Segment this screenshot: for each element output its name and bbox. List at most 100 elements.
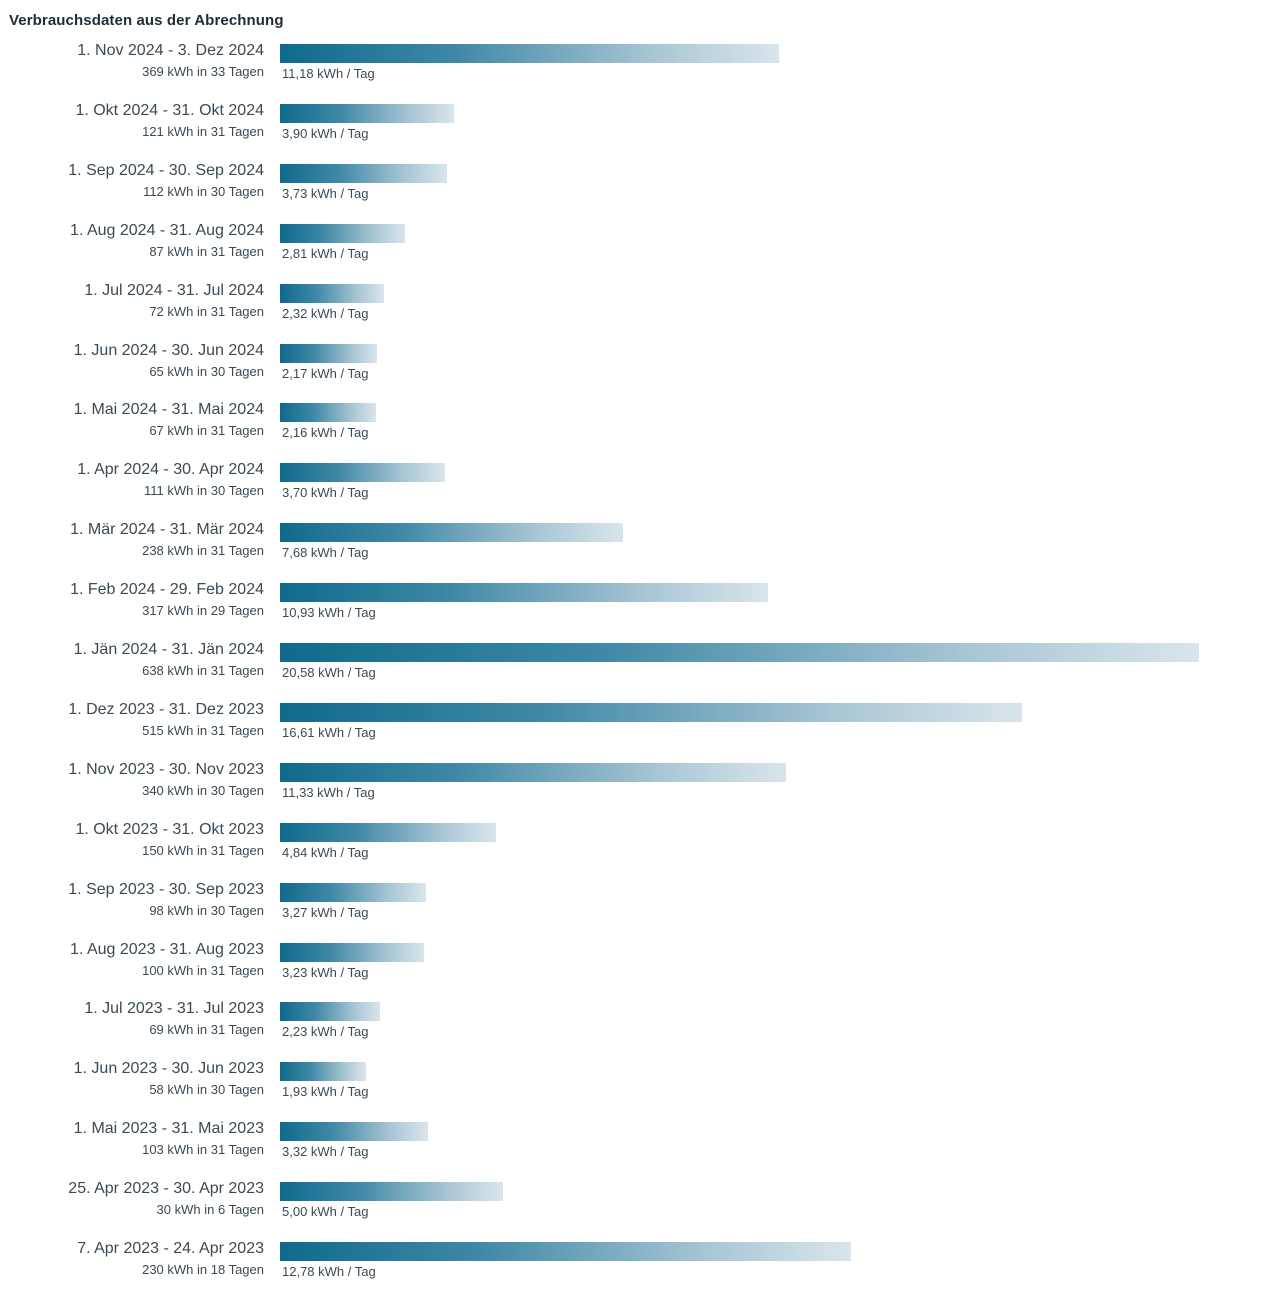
consumption-bar xyxy=(280,942,424,962)
period-label: 1. Jän 2024 - 31. Jän 2024 xyxy=(73,641,264,658)
daily-average-label: 3,73 kWh / Tag xyxy=(282,185,369,201)
total-consumption-label: 638 kWh in 31 Tagen xyxy=(142,663,264,678)
consumption-bar xyxy=(280,343,377,363)
daily-average-label: 5,00 kWh / Tag xyxy=(282,1204,369,1220)
total-consumption-label: 67 kWh in 31 Tagen xyxy=(149,423,264,439)
chart-row: 25. Apr 2023 - 30. Apr 2023 30 kWh in 6 T… xyxy=(0,1180,1280,1230)
period-label: 1. Mai 2024 - 31. Mai 2024 xyxy=(73,401,264,419)
daily-average-label: 10,93 kWh / Tag xyxy=(282,605,376,621)
consumption-bar xyxy=(280,44,779,63)
period-label: 1. Jul 2024 - 31. Jul 2024 xyxy=(84,281,264,299)
daily-average-label: 11,33 kWh / Tag xyxy=(282,784,375,800)
period-label: 25. Apr 2023 - 30. Apr 2023 xyxy=(68,1180,264,1198)
total-consumption-label: 340 kWh in 30 Tagen xyxy=(142,782,264,798)
daily-average-label: 4,84 kWh / Tag xyxy=(282,844,369,860)
consumption-bar xyxy=(280,643,1199,662)
period-label: 1. Sep 2023 - 30. Sep 2023 xyxy=(68,880,264,898)
consumption-bar xyxy=(280,1062,366,1082)
period-label: 1. Jul 2023 - 31. Jul 2023 xyxy=(84,1000,264,1018)
consumption-bar xyxy=(280,103,454,123)
chart-row: 1. Feb 2024 - 29. Feb 2024 317 kWh in 29 … xyxy=(0,581,1280,631)
consumption-bar xyxy=(280,762,786,782)
consumption-bar xyxy=(280,1182,503,1202)
chart-row: 1. Nov 2023 - 30. Nov 2023 340 kWh in 30 … xyxy=(0,761,1280,811)
daily-average-label: 7,68 kWh / Tag xyxy=(282,545,369,561)
total-consumption-label: 111 kWh in 30 Tagen xyxy=(144,483,264,499)
consumption-bar xyxy=(280,403,376,423)
daily-average-label: 2,23 kWh / Tag xyxy=(282,1024,369,1040)
total-consumption-label: 230 kWh in 18 Tagen xyxy=(142,1262,264,1277)
chart-row: 1. Aug 2024 - 31. Aug 2024 87 kWh in 31 T… xyxy=(0,222,1280,272)
consumption-bar xyxy=(280,1122,428,1142)
daily-average-label: 2,17 kWh / Tag xyxy=(282,365,369,381)
total-consumption-label: 103 kWh in 31 Tagen xyxy=(142,1142,264,1158)
period-label: 1. Jun 2024 - 30. Jun 2024 xyxy=(73,341,264,359)
chart-row: 1. Sep 2024 - 30. Sep 2024 112 kWh in 30 … xyxy=(0,162,1280,212)
period-label: 1. Sep 2024 - 30. Sep 2024 xyxy=(68,161,264,179)
daily-average-label: 2,32 kWh / Tag xyxy=(282,305,369,321)
daily-average-label: 16,61 kWh / Tag xyxy=(282,724,376,740)
total-consumption-label: 112 kWh in 30 Tagen xyxy=(143,183,264,199)
period-label: 1. Okt 2023 - 31. Okt 2023 xyxy=(75,820,264,838)
total-consumption-label: 515 kWh in 31 Tagen xyxy=(142,722,264,738)
chart-row: 1. Mai 2024 - 31. Mai 2024 67 kWh in 31 T… xyxy=(0,401,1280,451)
daily-average-label: 11,18 kWh / Tag xyxy=(282,66,375,81)
total-consumption-label: 72 kWh in 31 Tagen xyxy=(149,303,264,319)
total-consumption-label: 58 kWh in 30 Tagen xyxy=(149,1082,264,1098)
chart-row: 1. Okt 2024 - 31. Okt 2024 121 kWh in 31 … xyxy=(0,102,1280,152)
chart-row: 1. Jul 2024 - 31. Jul 2024 72 kWh in 31 T… xyxy=(0,282,1280,332)
daily-average-label: 12,78 kWh / Tag xyxy=(282,1264,376,1279)
total-consumption-label: 30 kWh in 6 Tagen xyxy=(156,1202,264,1218)
daily-average-label: 20,58 kWh / Tag xyxy=(282,665,376,680)
daily-average-label: 3,23 kWh / Tag xyxy=(282,964,369,980)
chart-row: 7. Apr 2023 - 24. Apr 2023 230 kWh in 18 … xyxy=(0,1240,1280,1290)
chart-row: 1. Aug 2023 - 31. Aug 2023 100 kWh in 31 … xyxy=(0,941,1280,991)
total-consumption-label: 369 kWh in 33 Tagen xyxy=(142,64,264,79)
consumption-bar xyxy=(280,463,445,483)
consumption-bar xyxy=(280,283,384,303)
period-label: 7. Apr 2023 - 24. Apr 2023 xyxy=(77,1240,264,1257)
period-label: 1. Nov 2024 - 3. Dez 2024 xyxy=(77,42,264,59)
total-consumption-label: 65 kWh in 30 Tagen xyxy=(149,363,264,379)
period-label: 1. Apr 2024 - 30. Apr 2024 xyxy=(77,461,264,479)
chart-row: 1. Jun 2023 - 30. Jun 2023 58 kWh in 30 T… xyxy=(0,1060,1280,1110)
total-consumption-label: 121 kWh in 31 Tagen xyxy=(142,123,264,139)
total-consumption-label: 87 kWh in 31 Tagen xyxy=(149,243,264,259)
chart-row: 1. Jun 2024 - 30. Jun 2024 65 kWh in 30 T… xyxy=(0,342,1280,392)
consumption-bar xyxy=(280,1242,851,1261)
daily-average-label: 2,81 kWh / Tag xyxy=(282,245,369,261)
period-label: 1. Aug 2023 - 31. Aug 2023 xyxy=(70,940,264,958)
period-label: 1. Nov 2023 - 30. Nov 2023 xyxy=(68,760,264,778)
total-consumption-label: 150 kWh in 31 Tagen xyxy=(142,842,264,858)
chart-row: 1. Okt 2023 - 31. Okt 2023 150 kWh in 31 … xyxy=(0,821,1280,871)
consumption-bar xyxy=(280,523,623,543)
consumption-bar xyxy=(280,1002,380,1022)
consumption-bar xyxy=(280,882,426,902)
daily-average-label: 3,32 kWh / Tag xyxy=(282,1144,369,1160)
daily-average-label: 3,90 kWh / Tag xyxy=(282,125,369,141)
total-consumption-label: 317 kWh in 29 Tagen xyxy=(142,603,264,619)
period-label: 1. Feb 2024 - 29. Feb 2024 xyxy=(70,581,264,599)
daily-average-label: 1,93 kWh / Tag xyxy=(282,1084,369,1100)
consumption-bar xyxy=(280,163,447,183)
chart-row: 1. Apr 2024 - 30. Apr 2024 111 kWh in 30 … xyxy=(0,461,1280,511)
total-consumption-label: 100 kWh in 31 Tagen xyxy=(142,962,264,978)
period-label: 1. Dez 2023 - 31. Dez 2023 xyxy=(68,700,264,718)
daily-average-label: 2,16 kWh / Tag xyxy=(282,425,369,441)
period-label: 1. Aug 2024 - 31. Aug 2024 xyxy=(70,221,264,239)
consumption-bar xyxy=(280,583,768,603)
total-consumption-label: 238 kWh in 31 Tagen xyxy=(142,543,264,559)
period-label: 1. Jun 2023 - 30. Jun 2023 xyxy=(73,1060,264,1078)
consumption-bar xyxy=(280,702,1022,722)
chart-row: 1. Jän 2024 - 31. Jän 2024 638 kWh in 31 … xyxy=(0,641,1280,691)
chart-row: 1. Jul 2023 - 31. Jul 2023 69 kWh in 31 T… xyxy=(0,1000,1280,1050)
daily-average-label: 3,27 kWh / Tag xyxy=(282,904,369,920)
chart-row: 1. Mär 2024 - 31. Mär 2024 238 kWh in 31 … xyxy=(0,521,1280,571)
chart-row: 1. Mai 2023 - 31. Mai 2023 103 kWh in 31 … xyxy=(0,1120,1280,1170)
daily-average-label: 3,70 kWh / Tag xyxy=(282,485,369,501)
chart-row: 1. Sep 2023 - 30. Sep 2023 98 kWh in 30 T… xyxy=(0,881,1280,931)
period-label: 1. Mär 2024 - 31. Mär 2024 xyxy=(70,521,264,539)
period-label: 1. Okt 2024 - 31. Okt 2024 xyxy=(75,101,264,119)
chart-row: 1. Nov 2024 - 3. Dez 2024 369 kWh in 33 T… xyxy=(0,42,1280,92)
